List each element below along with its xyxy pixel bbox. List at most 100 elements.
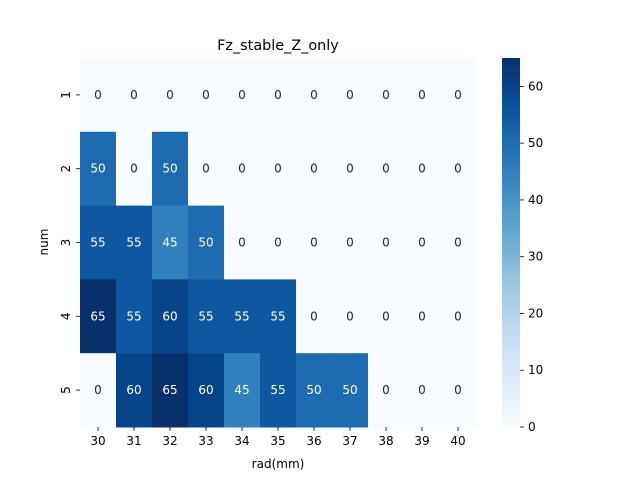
heatmap-cell xyxy=(116,279,153,354)
cell-value-label: 55 xyxy=(198,309,213,323)
x-tick-label: 38 xyxy=(378,434,393,448)
heatmap-cell xyxy=(296,353,333,428)
cell-value-label: 50 xyxy=(90,162,105,176)
heatmap-cell xyxy=(296,279,333,354)
cell-value-label: 55 xyxy=(270,309,285,323)
heatmap-cell xyxy=(224,353,261,428)
heatmap-cell xyxy=(440,353,477,428)
x-tick-label: 36 xyxy=(306,434,321,448)
heatmap-cell xyxy=(152,353,189,428)
y-tick-label: 4 xyxy=(59,312,73,320)
cell-value-label: 55 xyxy=(126,309,141,323)
heatmap-cell xyxy=(440,131,477,207)
x-tick-label: 33 xyxy=(198,434,213,448)
heatmap-cell xyxy=(368,58,405,133)
cell-value-label: 65 xyxy=(90,309,105,323)
cell-value-label: 0 xyxy=(166,88,174,102)
cell-value-label: 0 xyxy=(382,383,390,397)
cell-value-label: 0 xyxy=(346,309,354,323)
heatmap-cell xyxy=(80,205,117,280)
heatmap-cell xyxy=(224,279,261,354)
heatmap-cell xyxy=(440,205,477,280)
cell-value-label: 50 xyxy=(306,383,321,397)
cell-value-label: 50 xyxy=(162,162,177,176)
chart-title: Fz_stable_Z_only xyxy=(217,38,339,54)
cell-value-label: 55 xyxy=(270,383,285,397)
cell-value-label: 0 xyxy=(202,162,210,176)
heatmap-cell xyxy=(404,353,441,428)
y-tick-label: 2 xyxy=(59,165,73,173)
heatmap-cell xyxy=(332,353,369,428)
cell-value-label: 0 xyxy=(382,309,390,323)
heatmap-cell xyxy=(188,353,225,428)
cell-value-label: 0 xyxy=(238,88,246,102)
cell-value-label: 0 xyxy=(346,236,354,250)
heatmap-cell xyxy=(152,205,189,280)
heatmap-cell xyxy=(116,58,153,133)
heatmap-cells: 0 0 0 0 0 0 0 0 0 0 0 50 0 50 0 0 0 0 0 0 0 0 55 55 45 50 0 0 0 0 0 0 0 6… xyxy=(80,58,477,428)
cell-value-label: 0 xyxy=(418,88,426,102)
cell-value-label: 0 xyxy=(94,383,102,397)
heatmap-cell xyxy=(152,279,189,354)
cell-value-label: 0 xyxy=(202,88,210,102)
heatmap-cell xyxy=(368,353,405,428)
heatmap-cell xyxy=(152,131,189,207)
colorbar xyxy=(502,58,520,427)
heatmap-cell xyxy=(260,205,297,280)
cell-value-label: 0 xyxy=(94,88,102,102)
cell-value-label: 0 xyxy=(130,162,138,176)
heatmap-cell xyxy=(80,279,117,354)
cell-value-label: 0 xyxy=(454,162,462,176)
cell-value-label: 45 xyxy=(162,236,177,250)
heatmap-cell xyxy=(260,131,297,207)
heatmap-cell xyxy=(260,353,297,428)
heatmap-cell xyxy=(368,131,405,207)
heatmap-cell xyxy=(404,279,441,354)
cell-value-label: 0 xyxy=(454,383,462,397)
heatmap-cell xyxy=(224,131,261,207)
colorbar-tick-label: 20 xyxy=(528,306,543,320)
heatmap-cell xyxy=(80,131,117,207)
cell-value-label: 0 xyxy=(418,309,426,323)
cell-value-label: 0 xyxy=(454,309,462,323)
cell-value-label: 0 xyxy=(238,236,246,250)
heatmap-cell xyxy=(188,279,225,354)
cell-value-label: 50 xyxy=(342,383,357,397)
colorbar-tick-label: 40 xyxy=(528,193,543,207)
cell-value-label: 0 xyxy=(418,383,426,397)
y-tick-label: 3 xyxy=(59,239,73,247)
cell-value-label: 65 xyxy=(162,383,177,397)
cell-value-label: 0 xyxy=(274,162,282,176)
cell-value-label: 60 xyxy=(162,309,177,323)
y-tick-label: 1 xyxy=(59,91,73,99)
heatmap-cell xyxy=(224,58,261,133)
cell-value-label: 0 xyxy=(310,309,318,323)
heatmap-cell xyxy=(152,58,189,133)
heatmap-cell xyxy=(260,58,297,133)
cell-value-label: 0 xyxy=(274,236,282,250)
heatmap-cell xyxy=(404,131,441,207)
heatmap-cell xyxy=(404,205,441,280)
heatmap-cell xyxy=(332,205,369,280)
heatmap-cell xyxy=(332,279,369,354)
x-tick-label: 31 xyxy=(126,434,141,448)
cell-value-label: 0 xyxy=(382,162,390,176)
heatmap-cell xyxy=(260,279,297,354)
x-axis-label: rad(mm) xyxy=(252,457,305,471)
heatmap-cell xyxy=(332,131,369,207)
cell-value-label: 0 xyxy=(454,88,462,102)
heatmap-cell xyxy=(296,131,333,207)
x-tick-label: 34 xyxy=(234,434,249,448)
cell-value-label: 0 xyxy=(418,236,426,250)
heatmap-cell xyxy=(188,58,225,133)
heatmap-cell xyxy=(224,205,261,280)
heatmap-cell xyxy=(440,279,477,354)
cell-value-label: 0 xyxy=(346,88,354,102)
heatmap-cell xyxy=(296,58,333,133)
heatmap-cell xyxy=(368,279,405,354)
x-tick-label: 30 xyxy=(90,434,105,448)
cell-value-label: 45 xyxy=(234,383,249,397)
heatmap-cell xyxy=(440,58,477,133)
cell-value-label: 55 xyxy=(90,236,105,250)
